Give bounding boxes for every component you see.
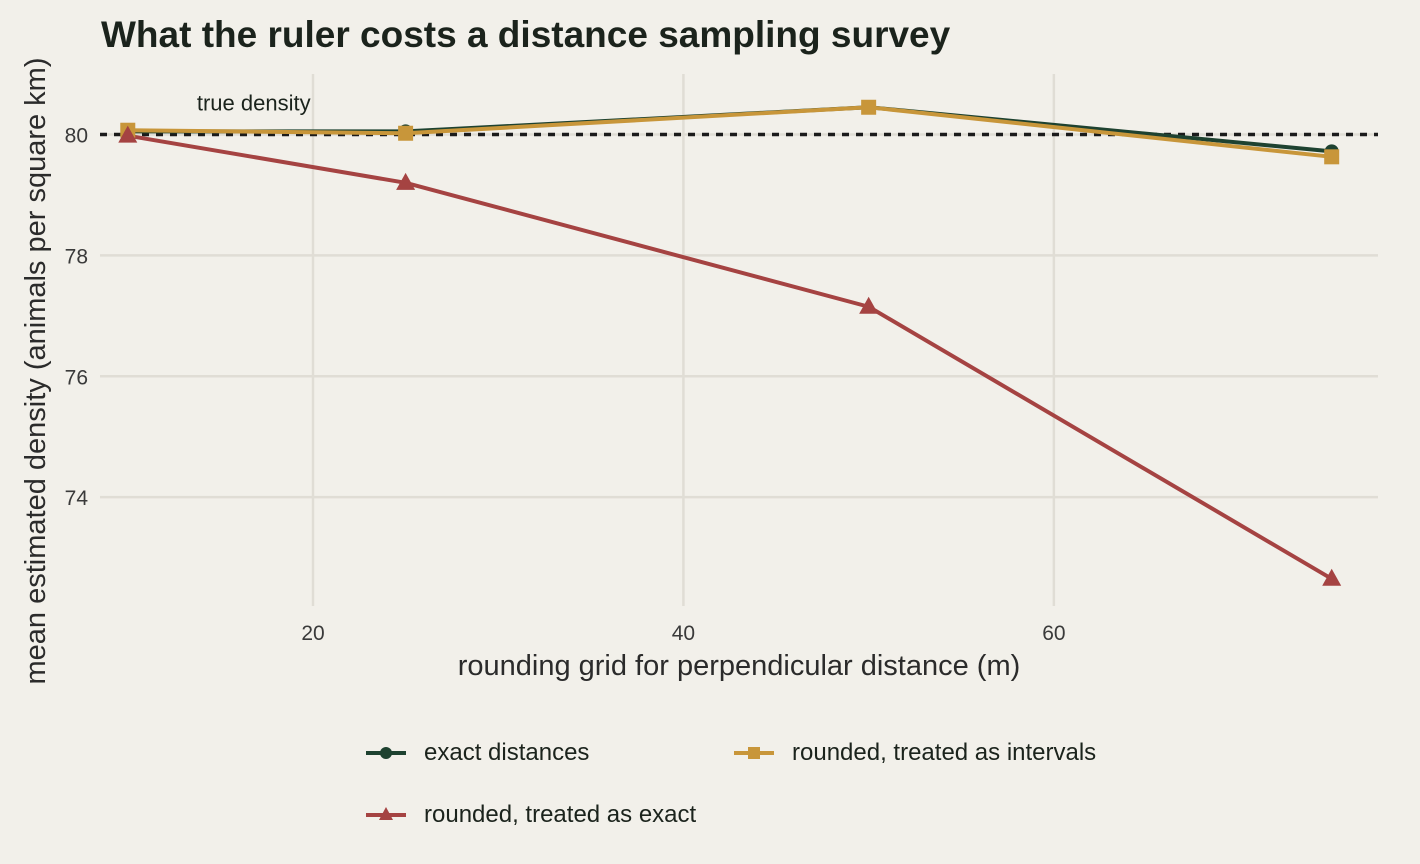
series-point-square — [398, 125, 414, 141]
series-point-triangle — [1322, 568, 1342, 586]
x-tick-label: 40 — [672, 622, 695, 645]
x-axis-title: rounding grid for perpendicular distance… — [458, 650, 1021, 682]
y-tick-label: 74 — [65, 487, 89, 510]
legend-key-square-icon — [734, 747, 774, 759]
legend-label-rounded-exact: rounded, treated as exact — [424, 801, 697, 828]
y-tick-label: 76 — [65, 366, 88, 389]
legend-item-intervals: rounded, treated as intervals — [734, 738, 1096, 768]
x-tick-label: 20 — [301, 622, 324, 645]
series-point-triangle — [396, 172, 416, 190]
series-point-triangle — [859, 296, 879, 314]
y-tick-label: 78 — [65, 245, 88, 268]
y-tick-label: 80 — [65, 124, 88, 147]
series-point-triangle — [118, 125, 138, 143]
series-line-2 — [127, 133, 1333, 581]
legend-item-rounded-exact: rounded, treated as exact — [366, 800, 696, 830]
legend-key-triangle-icon — [366, 807, 406, 820]
series-line-1 — [127, 105, 1332, 159]
legend: exact distances rounded, treated as inte… — [366, 726, 1186, 846]
series-point-square — [1324, 149, 1340, 165]
y-axis-title: mean estimated density (animals per squa… — [20, 58, 52, 685]
legend-item-exact: exact distances — [366, 738, 589, 768]
reference-line-label: true density — [197, 90, 311, 115]
legend-label-intervals: rounded, treated as intervals — [792, 739, 1097, 766]
series-point-square — [861, 99, 877, 115]
x-tick-label: 60 — [1042, 622, 1065, 645]
chart-title: What the ruler costs a distance sampling… — [101, 14, 951, 55]
legend-key-circle-icon — [366, 747, 406, 759]
legend-label-exact: exact distances — [424, 739, 590, 766]
